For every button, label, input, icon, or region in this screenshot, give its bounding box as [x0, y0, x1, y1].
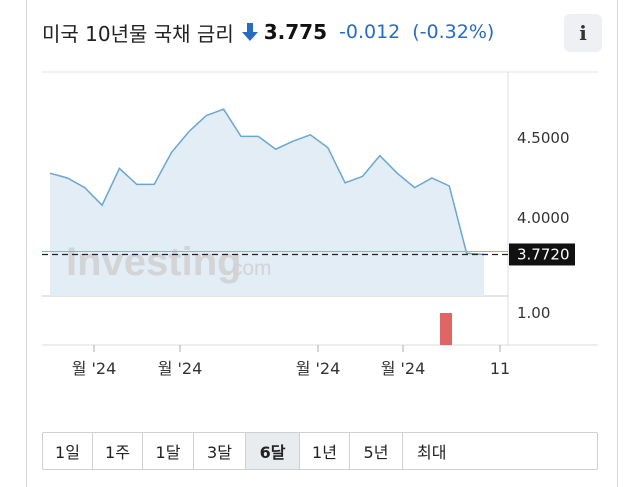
current-price-tag: [509, 243, 575, 266]
tab-1d[interactable]: 1일: [43, 433, 93, 469]
quote-header: 미국 10년물 국채 금리 3.775 -0.012 (-0.32%): [42, 14, 494, 50]
info-button[interactable]: i: [564, 14, 602, 52]
price-change-percent: (-0.32%): [412, 21, 495, 43]
tab-1w[interactable]: 1주: [93, 433, 143, 469]
volume-bar: [440, 313, 452, 345]
tab-1m[interactable]: 1달: [143, 433, 194, 469]
x-tick-label: 월 '24: [296, 359, 341, 378]
x-tick-label: 월 '24: [381, 359, 426, 378]
quote-card: [26, 0, 618, 487]
arrow-down-icon: [241, 23, 258, 41]
x-tick-label: 월 '24: [72, 359, 117, 378]
x-tick-label: 11: [490, 359, 510, 378]
y-axis-ticks: 4.5000 4.0000: [517, 129, 570, 227]
tab-max[interactable]: 최대: [417, 443, 447, 462]
tab-5y[interactable]: 5년: [350, 433, 403, 469]
y-tick-label: 4.0000: [517, 209, 570, 227]
watermark-brand: Investing: [66, 240, 242, 284]
tab-6m[interactable]: 6달: [246, 433, 300, 469]
y-tick-label: 4.5000: [517, 129, 570, 147]
instrument-title: 미국 10년물 국채 금리: [42, 21, 234, 46]
current-price-label: 3.7720: [517, 245, 570, 263]
area-series: [49, 108, 485, 296]
tab-3m[interactable]: 3달: [194, 433, 246, 469]
price-change: -0.012: [339, 21, 401, 43]
volume-bars: [440, 313, 452, 345]
series-line: [49, 108, 485, 256]
area-fill: [50, 109, 484, 296]
info-icon: i: [579, 21, 587, 45]
time-range-tabs: 1일 1주 1달 3달 6달 1년 5년 최대: [42, 432, 598, 470]
x-tick-label: 월 '24: [158, 359, 203, 378]
tab-1y[interactable]: 1년: [300, 433, 350, 469]
x-axis-ticks: 월 '24 월 '24 월 '24 월 '24 11: [72, 345, 510, 378]
last-price: 3.775: [263, 20, 327, 44]
volume-tick-label: 1.00: [517, 304, 550, 322]
watermark-suffix: .com: [226, 257, 272, 280]
